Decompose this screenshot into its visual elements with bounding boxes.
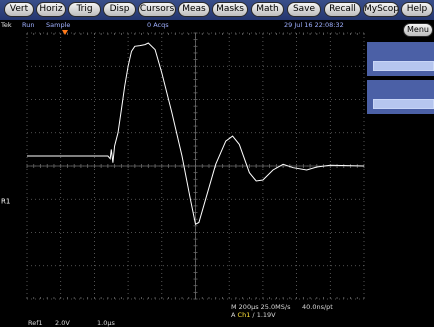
menu-button[interactable]: Menu [403,23,433,37]
ref1-readout-label: Ref1 [28,319,43,327]
brand-label: Tek [1,21,12,29]
horiz-button[interactable]: Horiz [36,2,66,17]
graticule [26,32,365,300]
side-panel [365,30,434,120]
timebase-readout: M 200μs 25.0MS/s [231,303,291,311]
trigger-slope: / [252,311,255,319]
side-panel-field-2[interactable] [373,99,434,109]
ref1-time-readout: 1.0μs [97,319,115,327]
side-panel-field-1[interactable] [373,61,434,71]
cursors-button[interactable]: Cursors [138,2,176,17]
trigger-prefix: A [231,311,236,319]
meas-button[interactable]: Meas [178,2,210,17]
resolution-readout: 40.0ns/pt [302,303,333,311]
run-state: Run [22,21,35,29]
trig-button[interactable]: Trig [68,2,101,17]
date-time: 29 Jul 16 22:08:32 [284,21,344,29]
side-panel-box-1[interactable] [367,42,434,76]
oscilloscope-display[interactable]: R1 [0,30,434,327]
help-button[interactable]: Help [401,2,433,17]
acquisition-count: 0 Acqs [147,21,169,29]
waveform-trace [27,42,365,225]
ref1-marker[interactable]: R1 [0,196,14,206]
disp-button[interactable]: Disp [103,2,136,17]
side-panel-box-2[interactable] [367,80,434,114]
trigger-level: 1.19V [256,311,276,319]
trigger-position-marker[interactable] [62,30,68,35]
menu-bar: Vert Horiz Trig Disp Cursors Meas Masks Math Sav… [0,0,434,20]
masks-button[interactable]: Masks [212,2,248,17]
myscope-button[interactable]: MyScope [363,2,399,17]
save-button[interactable]: Save [287,2,321,17]
ref1-marker-label: R1 [1,198,10,206]
trigger-readout: A Ch1 / 1.19V [231,311,276,319]
status-bar: Tek Run Sample 0 Acqs 29 Jul 16 22:08:32 [0,20,434,30]
math-button[interactable]: Math [251,2,284,17]
acquisition-mode: Sample [46,21,71,29]
vert-button[interactable]: Vert [4,2,34,17]
trigger-channel: Ch1 [237,311,251,319]
recall-button[interactable]: Recall [324,2,361,17]
ref1-scale-readout: 2.0V [55,319,70,327]
